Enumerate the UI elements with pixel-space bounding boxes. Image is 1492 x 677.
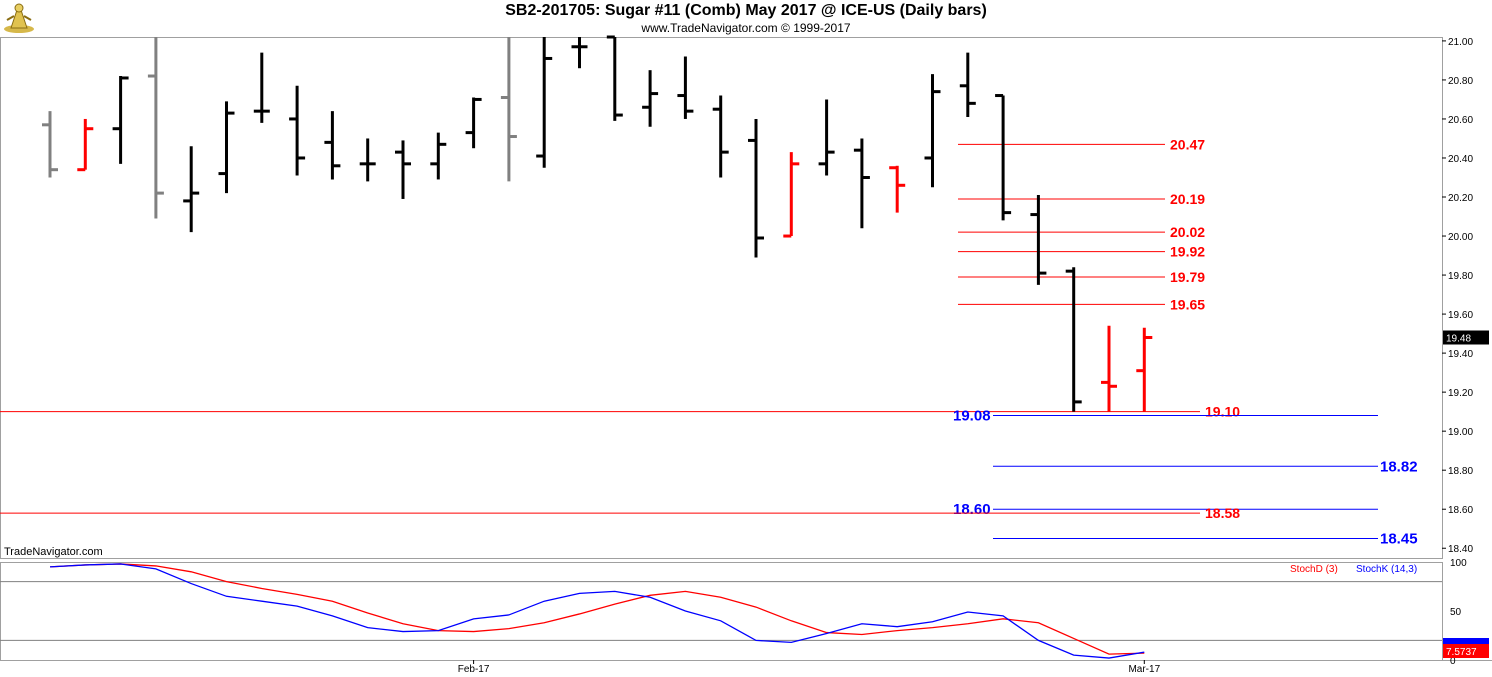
- price-axis-tick-label: 21.00: [1448, 37, 1473, 48]
- stoch-last-value: 7.5737: [1446, 647, 1477, 658]
- level-label: 19.79: [1170, 269, 1205, 285]
- price-axis-tick-label: 18.80: [1448, 466, 1473, 477]
- x-axis-label: Mar-17: [1128, 664, 1160, 675]
- level-label: 20.19: [1170, 191, 1205, 207]
- chart-title: SB2-201705: Sugar #11 (Comb) May 2017 @ …: [505, 2, 987, 19]
- stoch-legend-k: StochK (14,3): [1356, 564, 1417, 575]
- price-axis-tick-label: 19.80: [1448, 271, 1473, 282]
- level-label: 20.02: [1170, 224, 1205, 240]
- last-price-label: 19.48: [1446, 334, 1471, 345]
- price-axis-tick-label: 20.80: [1448, 76, 1473, 87]
- stoch-axis-tick-label: 0: [1450, 656, 1456, 667]
- level-label: 18.82: [1380, 458, 1418, 475]
- level-label: 18.60: [953, 501, 991, 518]
- level-label: 19.65: [1170, 296, 1205, 312]
- stoch-line: [49, 563, 1145, 655]
- level-label: 18.45: [1380, 530, 1418, 547]
- price-axis-tick-label: 19.00: [1448, 427, 1473, 438]
- price-axis-tick-label: 20.60: [1448, 115, 1473, 126]
- x-axis-label: Feb-17: [458, 664, 490, 675]
- chart-subtitle: www.TradeNavigator.com © 1999-2017: [641, 21, 851, 35]
- price-axis-tick-label: 18.40: [1448, 544, 1473, 555]
- price-panel-frame: [0, 37, 1443, 559]
- stoch-panel-frame: [0, 562, 1443, 661]
- stoch-line: [49, 563, 1145, 659]
- trade-navigator-logo-icon: [2, 2, 36, 34]
- stoch-last-d-box: [1443, 644, 1489, 658]
- level-label: 18.58: [1205, 505, 1240, 521]
- level-label: 19.92: [1170, 244, 1205, 260]
- stoch-axis-tick-label: 100: [1450, 558, 1467, 569]
- price-axis-tick-label: 19.40: [1448, 349, 1473, 360]
- level-label: 20.47: [1170, 136, 1205, 152]
- stoch-axis-tick-label: 50: [1450, 607, 1462, 618]
- stoch-legend-d: StochD (3): [1290, 564, 1338, 575]
- level-label: 19.10: [1205, 404, 1240, 420]
- price-axis-tick-label: 18.60: [1448, 505, 1473, 516]
- price-axis-tick-label: 20.40: [1448, 154, 1473, 165]
- stoch-last-k-box: [1443, 638, 1489, 644]
- watermark: TradeNavigator.com: [4, 546, 103, 558]
- price-axis-tick-label: 20.20: [1448, 193, 1473, 204]
- price-axis-tick-label: 19.20: [1448, 388, 1473, 399]
- level-label: 19.08: [953, 408, 991, 425]
- last-price-box: [1443, 330, 1489, 345]
- price-axis-tick-label: 20.00: [1448, 232, 1473, 243]
- price-axis-tick-label: 19.60: [1448, 310, 1473, 321]
